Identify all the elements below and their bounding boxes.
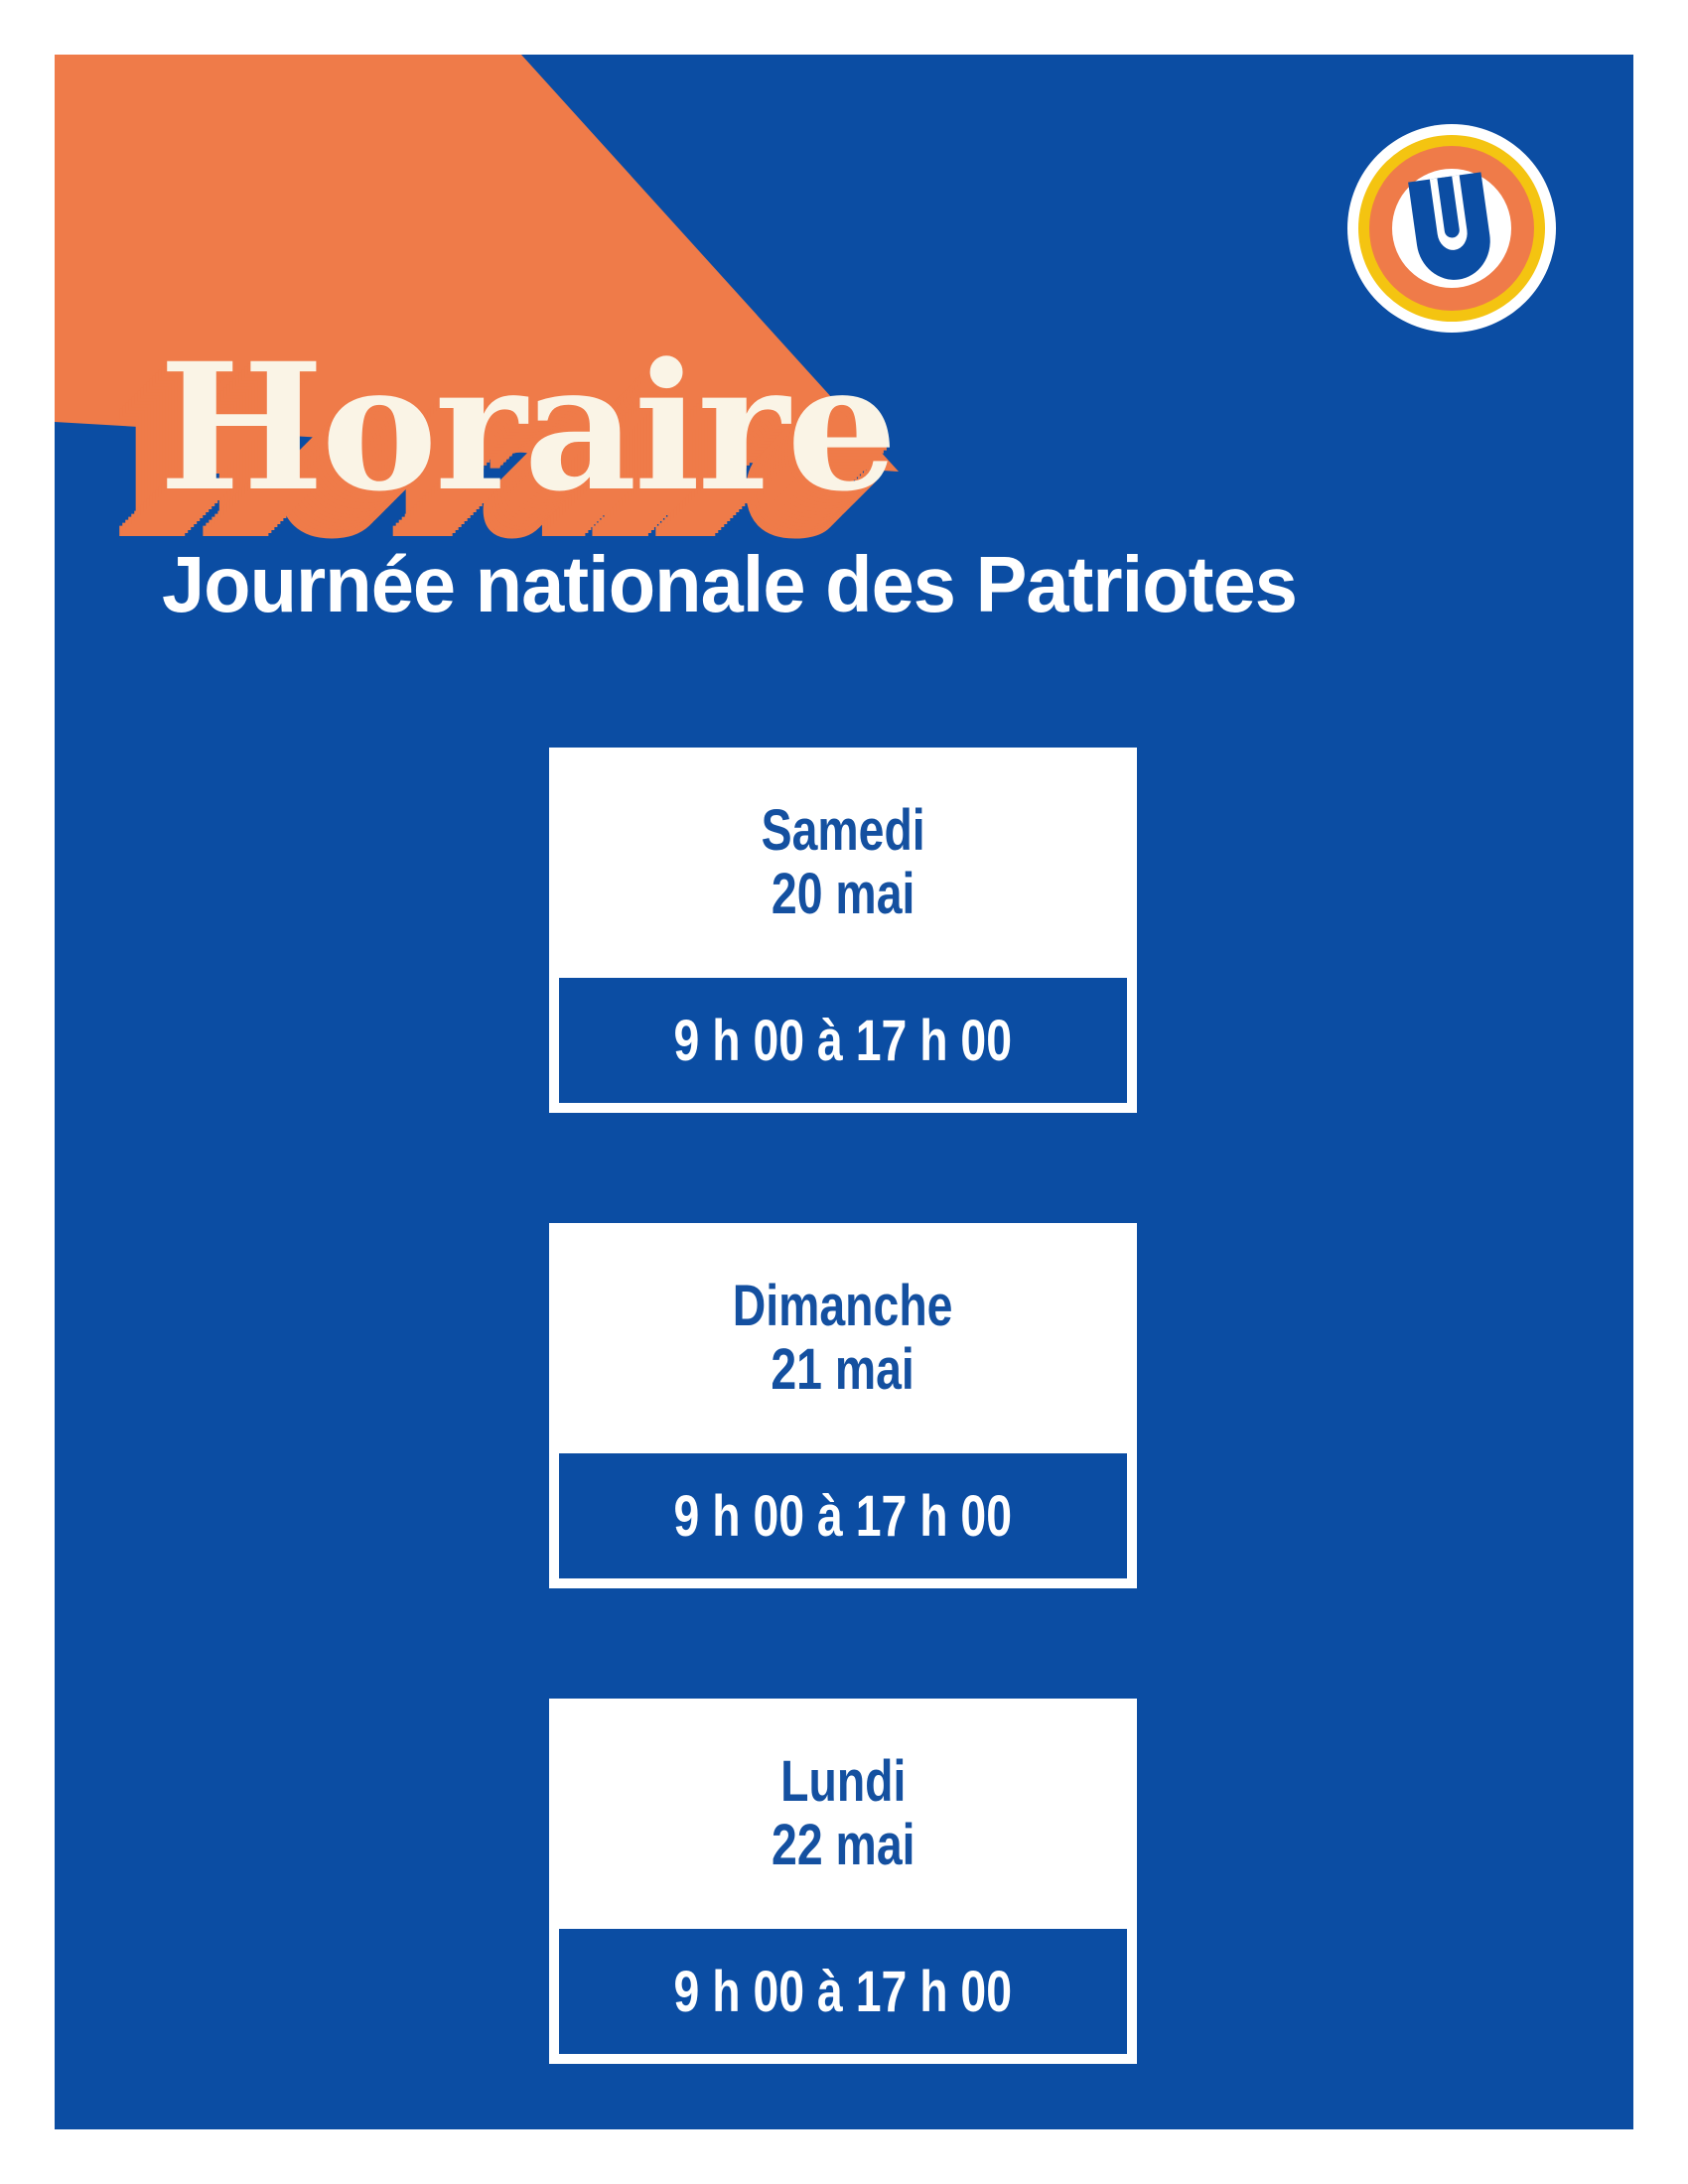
- schedule-card-samedi: Samedi 20 mai 9 h 00 à 17 h 00: [549, 748, 1137, 1113]
- day-block: Dimanche 21 mai: [549, 1223, 1137, 1453]
- day-label: Lundi: [779, 1749, 907, 1814]
- page-subtitle: Journée nationale des Patriotes: [162, 540, 1298, 628]
- blue-panel: Horaire Journée nationale des Patriotes …: [55, 55, 1633, 2129]
- hours-bar: 9 h 00 à 17 h 00: [559, 978, 1127, 1103]
- u-brand-logo-icon: [1347, 124, 1556, 333]
- day-block: Lundi 22 mai: [549, 1699, 1137, 1929]
- schedule-card-lundi: Lundi 22 mai 9 h 00 à 17 h 00: [549, 1699, 1137, 2064]
- day-label: Dimanche: [733, 1274, 953, 1338]
- hours-bar: 9 h 00 à 17 h 00: [559, 1929, 1127, 2054]
- day-label: Samedi: [761, 798, 925, 863]
- date-label: 22 mai: [771, 1813, 915, 1877]
- schedule-card-dimanche: Dimanche 21 mai 9 h 00 à 17 h 00: [549, 1223, 1137, 1588]
- date-label: 21 mai: [771, 1337, 915, 1402]
- hours-label: 9 h 00 à 17 h 00: [673, 1008, 1013, 1073]
- hours-bar: 9 h 00 à 17 h 00: [559, 1453, 1127, 1578]
- orange-diagonal-decor: [55, 55, 899, 472]
- page-title: Horaire: [159, 325, 898, 530]
- date-label: 20 mai: [771, 862, 915, 926]
- hours-label: 9 h 00 à 17 h 00: [673, 1959, 1013, 2024]
- u-letter-mark: [1408, 172, 1490, 280]
- hours-label: 9 h 00 à 17 h 00: [673, 1483, 1013, 1549]
- day-block: Samedi 20 mai: [549, 748, 1137, 978]
